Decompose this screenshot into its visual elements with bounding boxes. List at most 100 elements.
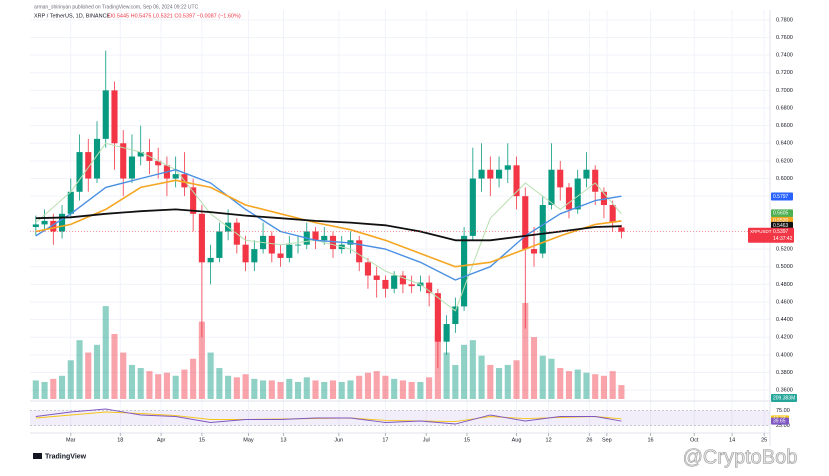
grid [30,10,770,433]
volume-bar [67,360,74,399]
volume-bar [41,381,48,399]
volume-bar [565,371,573,399]
candle-body [321,235,328,241]
last-price-tag [748,227,794,243]
y-tick-label: 0.4000 [776,352,793,358]
volume-layer [32,303,625,399]
volume-bar [85,352,92,399]
x-tick-label: May [243,437,254,443]
volume-bar [329,380,337,399]
volume-bar [233,377,240,399]
candle-body [50,220,57,232]
volume-bar [128,364,136,399]
volume-bar [592,374,599,399]
candle-body [190,187,197,214]
candle-body [487,169,494,179]
candle-body [530,249,538,254]
candle-body [128,156,136,179]
volume-bar [58,375,66,399]
volume-bar [548,358,555,399]
volume-bar [557,368,564,399]
y-tick-label: 0.7000 [776,88,793,94]
volume-bar [408,381,415,399]
volume-bar [120,352,127,399]
candle-body [32,224,39,228]
x-tick-label: Apr [157,437,166,443]
volume-bar [260,380,267,399]
volume-bar [321,381,328,399]
volume-bar [338,381,345,399]
y-tick-label: 0.6400 [776,141,793,147]
candle-body [382,279,389,289]
candle-body [137,152,144,157]
candle-body [452,306,459,325]
logo: TradingView [33,453,87,460]
volume-bar [382,375,389,399]
volume-bar [461,344,468,399]
candle-body [216,231,223,258]
y-tick-label: 0.4600 [776,299,793,305]
price-tag-label: 0.5605 [773,211,789,217]
rsi-layer [30,408,770,426]
candle-body [434,293,441,342]
x-tick-label: 18 [117,437,123,443]
candle-body [557,169,564,188]
candle-body [58,213,66,232]
volume-bar [487,364,494,399]
candle-body [111,90,118,144]
rsi-tick-label: 75.00 [776,408,790,414]
y-tick-label: 0.6800 [776,105,793,111]
candle-body [461,235,468,307]
rsi-line [35,408,622,425]
y-tick-label: 0.7400 [776,53,793,59]
x-tick-label: Mar [66,437,76,443]
volume-bar [452,364,459,399]
candle-body [426,282,433,294]
x-tick-label: 14 [729,437,735,443]
candle-body [565,187,573,210]
x-tick-label: 25 [761,437,767,443]
candle-body [76,152,83,192]
candle-body [539,205,546,254]
volume-bar [522,303,529,399]
x-tick-label: Jun [334,437,343,443]
countdown: 14:37:42 [773,236,793,242]
last-price-symbol: XRPUSDT [750,229,772,234]
y-tick-label: 0.7600 [776,35,793,41]
price-tag-label: 0.5797 [773,194,789,200]
volume-bar [513,360,520,399]
ohlc: O0.5445 H0.5475 L0.5321 C0.5397 −0.0087 … [108,13,241,19]
candle-body [93,138,101,179]
rsi-tag [771,417,789,425]
price-layer [30,50,770,369]
volume-bar [216,368,223,399]
rsi-band [30,410,770,426]
candle-body [102,90,109,139]
volume-bar [277,381,284,399]
y-tick-label: 0.4400 [776,317,793,323]
volume-bar [198,321,205,399]
volume-bar [102,306,109,399]
volume-bar [137,368,144,399]
candle-body [312,231,319,241]
rsi-tag-label: 39.65 [773,418,786,424]
volume-bar [190,358,197,399]
candle-body [251,249,258,263]
y-tick-label: 0.5000 [776,264,793,270]
candle-body [207,257,214,263]
candle-body [329,235,337,250]
volume-bar [225,375,232,399]
x-tick-label: Oct [690,437,699,443]
moving-average [35,208,622,242]
y-tick-label: 0.3800 [776,370,793,376]
volume-bar [417,381,424,399]
volume-bar [356,375,363,399]
x-tick-label: 17 [382,437,388,443]
candle-body [198,213,205,263]
price-tag-label: 0.5520 [773,218,789,224]
volume-bar [391,378,398,399]
volume-bar [539,355,546,399]
volume-bar [163,372,170,399]
volume-bar [530,337,538,399]
volume-bar [478,355,485,399]
